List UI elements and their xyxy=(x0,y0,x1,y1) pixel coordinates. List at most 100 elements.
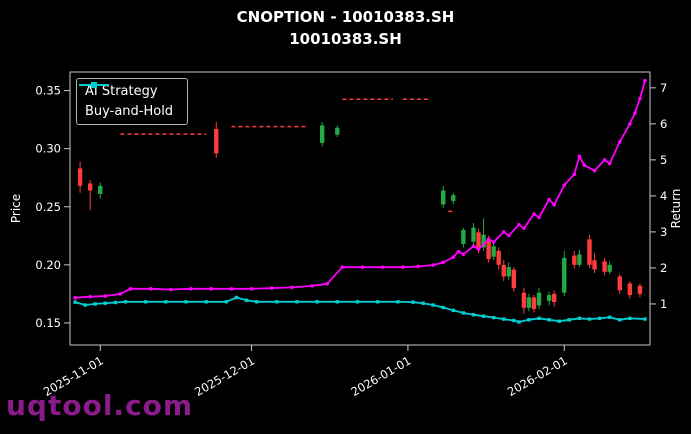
line-marker xyxy=(491,315,496,320)
line-marker xyxy=(537,316,541,321)
candlestick-down xyxy=(531,297,537,309)
candlestick-up xyxy=(526,297,532,308)
y-axis-label-price: Price xyxy=(9,194,23,223)
line-marker xyxy=(204,300,208,304)
candlestick-down xyxy=(496,250,501,265)
line-marker xyxy=(547,318,551,322)
candlestick-up xyxy=(461,229,466,244)
line-marker xyxy=(421,301,425,305)
price-tick-label: 0.30 xyxy=(35,142,61,156)
line-marker xyxy=(325,281,330,286)
line-marker xyxy=(506,233,511,238)
candlestick-down xyxy=(476,232,481,249)
price-tick-label: 0.15 xyxy=(35,316,61,330)
line-marker xyxy=(587,317,592,321)
candlestick-down xyxy=(214,128,219,154)
line-marker xyxy=(481,314,486,318)
watermark-text: uqtool.com xyxy=(6,389,194,422)
candlestick-down xyxy=(627,283,633,296)
line-marker xyxy=(572,172,577,177)
return-tick-label: 2 xyxy=(660,261,667,275)
line-marker xyxy=(602,158,607,162)
line-marker xyxy=(431,263,435,267)
line-marker xyxy=(441,260,446,265)
line-marker xyxy=(512,318,516,323)
line-marker xyxy=(360,265,365,270)
line-marker xyxy=(617,140,622,144)
candlestick-up xyxy=(491,246,496,257)
line-marker xyxy=(562,183,567,187)
candlestick-down xyxy=(572,255,577,265)
line-marker xyxy=(340,265,345,270)
candlestick-up xyxy=(546,295,552,301)
line-marker xyxy=(643,78,647,83)
line-marker xyxy=(244,298,249,303)
line-marker xyxy=(502,317,506,321)
line-marker xyxy=(411,300,415,304)
line-marker xyxy=(633,111,637,115)
chart-titles: CNOPTION - 10010383.SH 10010383.SH xyxy=(0,7,691,51)
line-marker xyxy=(355,300,360,304)
candlestick-up xyxy=(562,257,567,293)
legend-label-buy-and-hold: Buy-and-Hold xyxy=(85,104,174,119)
date-tick-label: 2026-01-01 xyxy=(349,353,414,399)
candlestick-down xyxy=(602,261,607,272)
line-marker xyxy=(577,316,582,321)
price-tick-label: 0.20 xyxy=(35,258,61,272)
candlestick-down xyxy=(551,293,557,303)
line-marker xyxy=(643,317,647,321)
candlestick-down xyxy=(511,269,517,289)
candlestick-up xyxy=(451,195,456,201)
line-marker xyxy=(123,300,128,304)
candlestick-down xyxy=(587,239,592,265)
line-marker xyxy=(335,300,340,304)
line-marker xyxy=(517,320,521,324)
line-marker xyxy=(461,311,466,315)
candlestick-up xyxy=(607,264,612,272)
line-marker xyxy=(491,240,496,244)
line-marker xyxy=(552,203,556,207)
line-marker xyxy=(310,284,314,288)
line-marker xyxy=(103,294,108,298)
line-marker xyxy=(401,265,405,270)
candlestick-up xyxy=(536,292,542,306)
line-marker xyxy=(501,230,506,234)
line-marker xyxy=(597,316,602,321)
line-marker xyxy=(189,287,193,291)
candlestick-down xyxy=(592,260,597,270)
line-marker xyxy=(209,287,214,291)
line-marker xyxy=(451,308,456,313)
line-marker xyxy=(471,313,476,317)
date-tick-label: 2025-12-01 xyxy=(192,353,257,399)
line-marker xyxy=(88,294,92,299)
line-marker xyxy=(628,122,632,126)
return-tick-label: 6 xyxy=(660,117,667,131)
line-marker xyxy=(396,300,400,304)
chart-subtitle: 10010383.SH xyxy=(289,29,402,48)
line-marker xyxy=(441,305,445,310)
line-marker xyxy=(431,303,435,307)
line-marker xyxy=(567,318,572,322)
candlestick-up xyxy=(481,234,486,248)
candlestick-down xyxy=(521,292,527,308)
line-marker xyxy=(275,300,279,304)
line-marker xyxy=(607,161,612,166)
line-marker xyxy=(527,318,531,322)
return-tick-label: 1 xyxy=(660,297,667,311)
line-marker xyxy=(83,303,87,307)
line-marker xyxy=(315,300,319,304)
candlestick-up xyxy=(471,227,476,242)
chart-title: CNOPTION - 10010383.SH xyxy=(236,8,455,26)
price-tick-label: 0.25 xyxy=(35,200,61,214)
line-marker xyxy=(451,255,456,259)
line-marker xyxy=(537,215,541,220)
line-marker xyxy=(169,287,173,292)
line-marker xyxy=(128,287,133,291)
line-marker xyxy=(628,316,632,321)
line-marker xyxy=(416,264,420,269)
legend-item-buy-and-hold: Buy-and-Hold xyxy=(79,82,174,119)
candlestick-down xyxy=(637,285,643,294)
line-marker xyxy=(486,237,491,241)
line-marker xyxy=(249,287,254,291)
